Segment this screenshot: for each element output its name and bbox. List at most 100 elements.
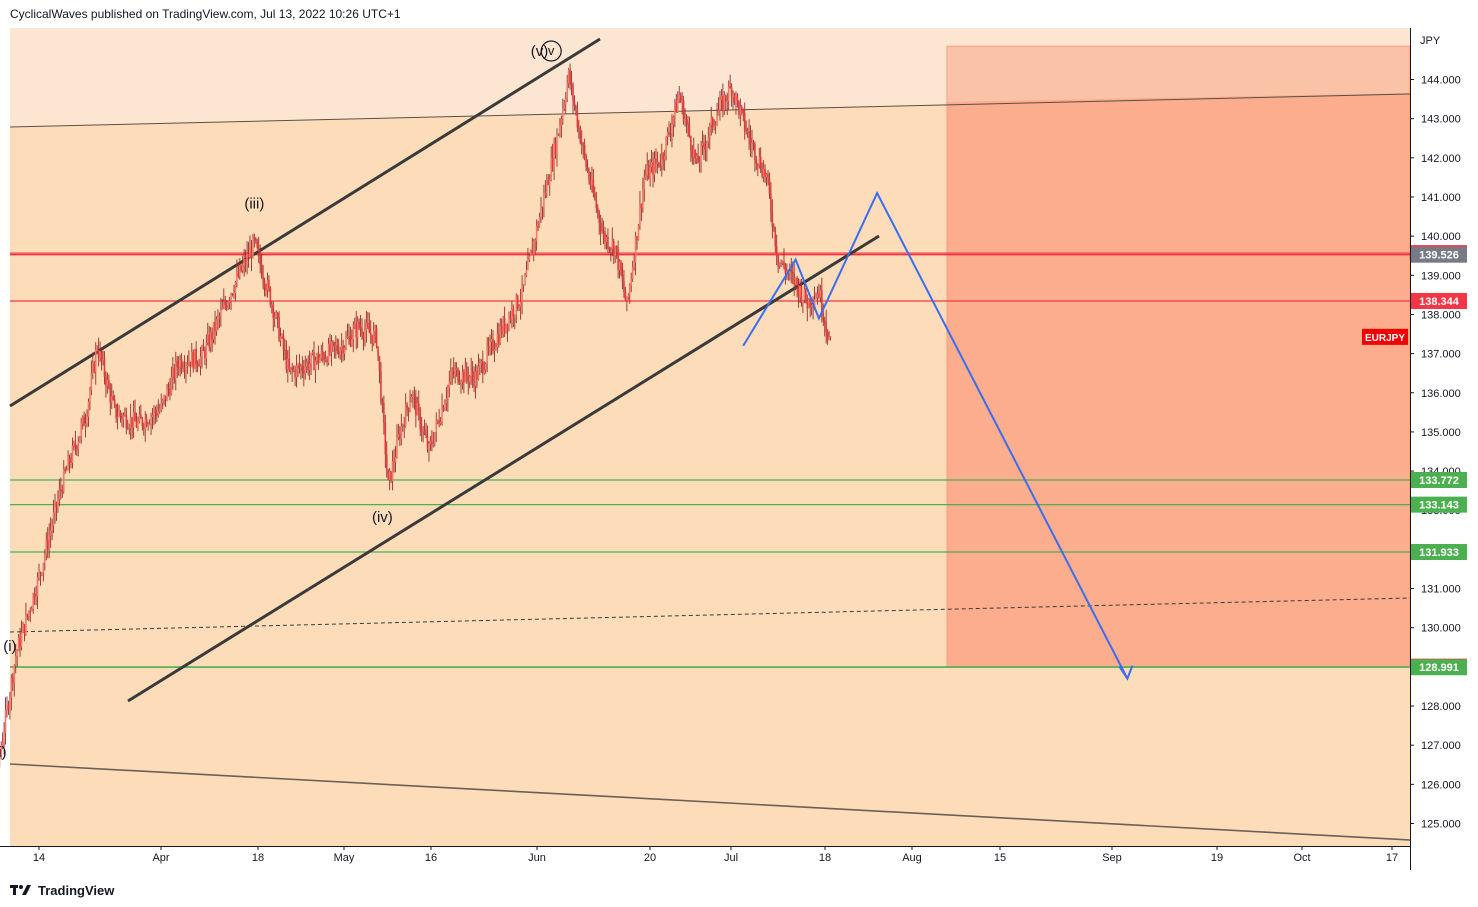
candle-body-168 — [212, 322, 215, 340]
y-tick-3: 128.000 — [1421, 701, 1461, 713]
candle-body-96 — [108, 379, 110, 388]
candle-body-448 — [620, 261, 622, 275]
candle-body-550 — [768, 178, 771, 194]
candle-body-338 — [460, 382, 462, 384]
candle-body-354 — [483, 370, 486, 374]
candle-body-571 — [799, 285, 801, 297]
candle-body-357 — [487, 346, 490, 349]
candle-body-482 — [669, 133, 672, 135]
candle-body-195 — [252, 237, 254, 258]
candle-body-512 — [713, 125, 715, 128]
candle-body-491 — [682, 100, 685, 123]
candle-body-348 — [474, 371, 477, 387]
candle-body-413 — [569, 69, 571, 85]
candle-body-589 — [825, 322, 827, 332]
candle-body-421 — [580, 142, 583, 145]
candle-body-359 — [490, 338, 493, 342]
candle-body-429 — [592, 179, 595, 194]
candle-body-409 — [563, 104, 566, 109]
footer: TradingView — [10, 880, 114, 900]
candle-body-464 — [643, 177, 646, 189]
x-tick-9: Aug — [902, 852, 922, 864]
candle-body-41 — [28, 611, 30, 617]
candle-body-451 — [624, 292, 627, 301]
candle-body-194 — [250, 248, 253, 258]
candle-body-352 — [480, 361, 483, 364]
candle-body-422 — [582, 144, 584, 146]
candle-body-445 — [615, 246, 618, 250]
candle-body-547 — [764, 168, 766, 178]
candle-body-527 — [735, 94, 737, 103]
time-axis-bg — [0, 846, 1410, 870]
candle-body-579 — [810, 305, 813, 307]
candle-body-155 — [193, 348, 196, 369]
price-badge-1 — [1411, 246, 1467, 263]
candle-body-161 — [202, 348, 205, 351]
time-axis[interactable]: 14 Apr 18 May 16 Jun 20 Jul 18 Aug 15 Sep 19 Oct 17 — [0, 846, 1410, 870]
candle-body-320 — [433, 432, 436, 444]
y-tick-19: 144.000 — [1421, 75, 1461, 87]
price-badge-4 — [1411, 496, 1467, 513]
candle-body-251 — [333, 342, 336, 347]
candle-body-39 — [25, 614, 27, 634]
candle-body-176 — [224, 301, 227, 305]
candle-body-70 — [70, 463, 72, 465]
price-badge-label-7: 128.991 — [1419, 662, 1459, 674]
candle-body-191 — [246, 253, 248, 265]
candle-body-190 — [244, 258, 247, 265]
candle-body-337 — [458, 382, 461, 384]
candle-body-199 — [257, 247, 260, 252]
candle-body-116 — [137, 421, 139, 428]
candle-body-184 — [236, 272, 238, 282]
candle-body-179 — [228, 300, 231, 303]
candle-body-209 — [272, 304, 275, 319]
x-tick-1: Apr — [152, 852, 169, 864]
candle-body-484 — [672, 116, 675, 125]
candle-body-520 — [724, 95, 727, 102]
candle-body-447 — [618, 261, 621, 271]
candle-body-502 — [698, 162, 701, 164]
candle-body-559 — [781, 261, 784, 264]
price-badge-label-5: 131.933 — [1419, 547, 1459, 559]
candle-body-282 — [378, 356, 381, 372]
wave-label-4: (v) — [531, 43, 549, 60]
candle-body-311 — [420, 429, 423, 432]
candle-body-546 — [762, 168, 765, 177]
candle-body-496 — [690, 136, 692, 151]
candle-body-509 — [708, 124, 711, 137]
price-badge-7 — [1411, 659, 1467, 676]
candle-body-582 — [815, 298, 817, 300]
candle-body-478 — [663, 156, 666, 160]
candle-body-363 — [496, 334, 499, 348]
candle-body-561 — [784, 267, 787, 274]
candle-body-260 — [346, 336, 349, 338]
candle-body-326 — [442, 406, 445, 411]
candle-body-117 — [138, 414, 141, 422]
candle-body-313 — [423, 429, 426, 434]
candle-body-528 — [736, 94, 739, 102]
candle-body-384 — [527, 259, 529, 271]
tradingview-logo-icon — [10, 885, 31, 895]
candle-body-461 — [639, 204, 641, 226]
candle-body-441 — [610, 248, 612, 250]
candle-body-353 — [481, 361, 484, 374]
candle-body-164 — [206, 335, 209, 343]
candle-body-102 — [116, 416, 119, 419]
candle-body-410 — [564, 98, 567, 105]
candle-body-47 — [36, 577, 39, 597]
candle-body-489 — [679, 95, 682, 102]
lower-trend-line — [9, 763, 1411, 841]
candle-body-522 — [727, 86, 730, 102]
candle-body-61 — [57, 499, 59, 508]
price-axis[interactable]: JPY125.000126.000127.000128.000129.00013… — [1362, 28, 1478, 870]
candle-body-175 — [222, 301, 225, 308]
candle-body-318 — [431, 441, 433, 445]
candle-body-28 — [9, 697, 11, 711]
candle-body-217 — [284, 349, 286, 351]
candle-body-518 — [722, 96, 724, 111]
candle-body-488 — [678, 95, 681, 100]
candle-body-468 — [649, 166, 651, 179]
candle-body-239 — [316, 354, 318, 361]
candle-body-446 — [617, 249, 619, 271]
